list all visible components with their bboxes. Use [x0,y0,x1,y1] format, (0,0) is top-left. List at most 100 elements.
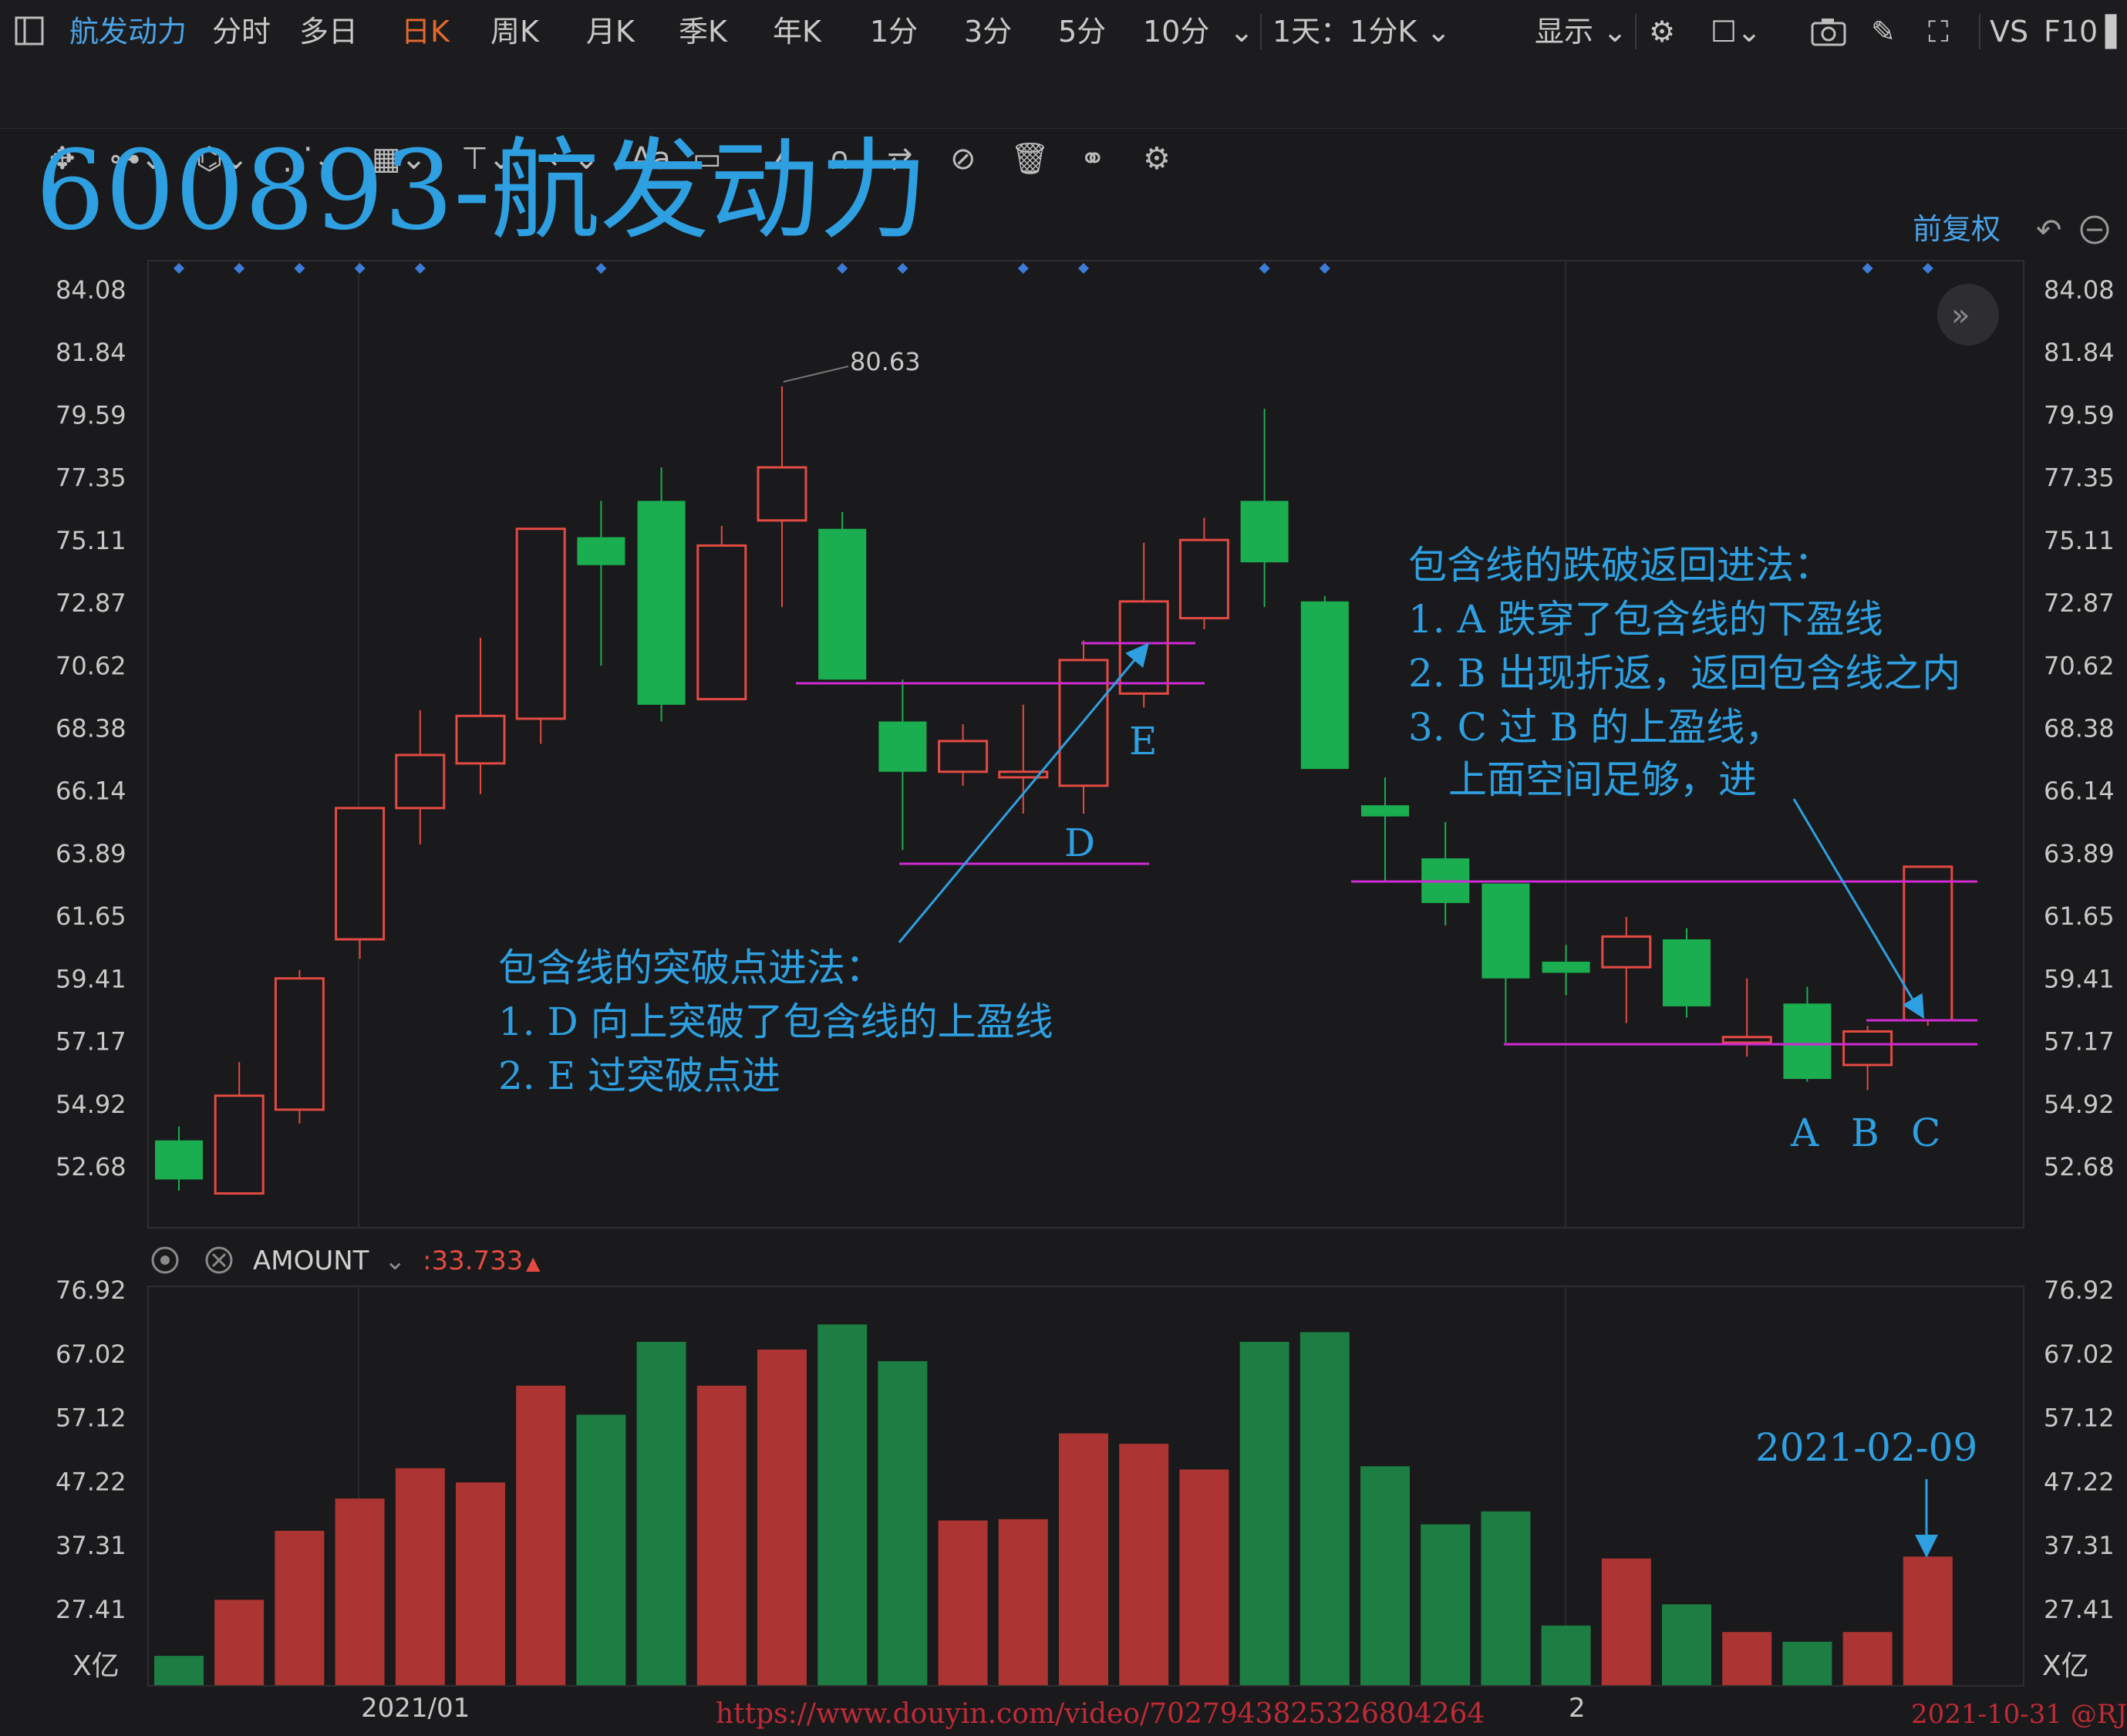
gear-icon[interactable]: ⚙ [1649,15,1676,49]
candle-body-up [1842,1030,1893,1067]
candle-body-down [1481,883,1530,979]
volume-settings-icon[interactable] [151,1246,179,1274]
breakdown-note-title: 包含线的跌破返回进法： [1408,543,1832,588]
breakout-note-line1: 1. D 向上突破了包含线的上盈线 [498,999,1053,1044]
wave-icon[interactable]: ⋰⌄ [282,141,339,177]
period-tab-1min[interactable]: 1分 [870,15,919,49]
price-tick-right: 61.65 [2044,902,2115,931]
label-e: E [1129,719,1158,764]
volume-bar [1903,1556,1953,1685]
volume-bar [1722,1632,1772,1685]
volume-bar [1421,1524,1471,1685]
expand-right-icon[interactable]: » [1937,284,1999,346]
volume-bar [636,1341,686,1685]
magnet-icon[interactable]: ∩ [828,141,851,177]
price-tick-right: 68.38 [2044,714,2115,743]
period-tab-quarter[interactable]: 季K [679,15,727,49]
period-tab-multiday[interactable]: 多日 [299,15,359,49]
undo-icon[interactable]: ↶ [2036,213,2062,248]
period-tab-day[interactable]: 日K [401,15,450,49]
signal-marker [1922,263,1933,274]
fullscreen-icon[interactable]: ⛶ [1928,15,1949,49]
display-menu[interactable]: 显示 ⌄ [1535,15,1627,49]
indicator-chevron-icon[interactable]: ⌄ [384,1246,406,1276]
period-tab-week[interactable]: 周K [490,15,539,49]
volume-bar [154,1656,204,1685]
period-tab-10min[interactable]: 10分 [1143,15,1210,49]
price-tick-left: 52.68 [56,1152,126,1181]
segment-icon[interactable]: ⊶⌄ [110,141,167,177]
fib-icon[interactable]: ▦⌄ [372,141,427,177]
indicator-value: :33.733 [423,1246,523,1276]
signal-marker [1319,263,1330,274]
measure-icon[interactable]: ⊤⌄ [461,141,514,177]
stock-name[interactable]: 航发动力 [69,15,187,49]
vs-button[interactable]: VS [1990,15,2029,49]
price-tick-right: 84.08 [2044,275,2115,305]
volume-close-icon[interactable] [205,1246,233,1274]
label-d: D [1064,821,1095,865]
drawing-toolbar: ✥ ⊶⌄ ⌬⌄ ⋰⌄ ▦⌄ ⊤⌄ ←⌄ Aa ▭ ∠ ∩ ⇄ ⊘ 🗑 ⚭ ⚙ [0,63,2127,177]
channel-icon[interactable]: ⌬⌄ [196,141,249,177]
volume-bar [1601,1558,1651,1685]
watermark-url: https://www.douyin.com/video/70279438253… [716,1698,1485,1730]
period-tab-month[interactable]: 月K [586,15,635,49]
signal-markers [174,263,1933,274]
comment-icon[interactable]: ▭ [693,141,722,177]
f10-button[interactable]: F10 [2044,15,2098,49]
indicator-name[interactable]: AMOUNT [253,1246,369,1276]
text-icon[interactable]: Aa [631,141,671,177]
annotation-text: D E A B C 包含线的突破点进法： 1. D 向上突破了包含线的上盈线 2… [498,543,1977,1470]
delete-icon[interactable]: 🗑 [1010,141,1050,177]
ruler-icon[interactable]: ∠ [768,141,796,177]
candle-body-down [818,528,867,680]
signal-marker [414,263,426,274]
volume-bar [1481,1511,1531,1685]
price-tick-right: 54.92 [2044,1090,2115,1119]
volume-tick-right: 27.41 [2044,1595,2115,1624]
price-tick-left: 70.62 [56,651,126,680]
camera-icon[interactable] [1809,0,1848,63]
link-icon[interactable]: ⚭ [1080,141,1106,177]
display-label: 显示 [1535,15,1594,49]
move-icon[interactable]: ✥ [49,141,76,177]
layout-icon[interactable]: ☐⌄ [1711,15,1761,49]
axes: 52.68 52.68 54.92 54.92 57.17 57.17 59.41 59.41… [56,275,2115,1624]
candle-body-up [274,977,325,1111]
combo-period-select[interactable]: 1天：1分K ⌄ [1272,15,1451,49]
candle-body-up [395,753,446,810]
period-tab-5min[interactable]: 5分 [1058,15,1107,49]
volume-bar [1782,1641,1832,1685]
volume-bar [576,1414,626,1685]
signal-marker [1259,263,1270,274]
signal-marker [354,263,366,274]
chart-title: 600893-航发动力 [35,128,929,255]
sidebar-toggle-icon[interactable] [14,0,45,63]
pencil-icon[interactable]: ✎ [1871,15,1896,49]
adjust-mode-label[interactable]: 前复权 [1913,212,2001,246]
price-tick-right: 79.59 [2044,401,2115,430]
period-tab-year[interactable]: 年K [773,15,821,49]
volume-tick-right: 76.92 [2044,1276,2115,1305]
price-tick-right: 66.14 [2044,777,2115,806]
candle-body-down [1361,805,1409,817]
volume-bar [335,1498,385,1685]
volume-bar [1239,1341,1289,1685]
hide-icon[interactable]: ⊘ [950,141,976,177]
volume-bar [1299,1332,1350,1685]
period-tab-3min[interactable]: 3分 [964,15,1013,49]
breakdown-note-line2: 2. B 出现折返，返回包含线之内 [1408,651,1960,696]
period-more-chevron-icon[interactable]: ⌄ [1229,15,1254,49]
zoom-out-icon[interactable] [2080,215,2109,244]
arrow-icon[interactable]: ←⌄ [548,141,600,177]
candle-body-up [455,714,506,765]
volume-bar [1662,1604,1711,1685]
candle-body-down [1240,501,1289,563]
period-tab-intraday[interactable]: 分时 [212,15,271,49]
x-tick-2: 2 [1569,1693,1586,1724]
sync-icon[interactable]: ⇄ [887,141,913,177]
window-edge-icon: ▌ [2105,15,2127,49]
settings-icon[interactable]: ⚙ [1143,141,1171,177]
chart-area: 52.68 52.68 54.92 54.92 57.17 57.17 59.41 59.41… [35,128,2127,1730]
signal-marker [837,263,848,274]
